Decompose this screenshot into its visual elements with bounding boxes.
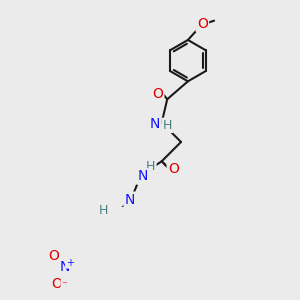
Text: +: + <box>66 258 74 268</box>
Text: N: N <box>150 117 160 131</box>
Text: H: H <box>146 160 155 173</box>
Text: N: N <box>125 193 135 207</box>
Text: O: O <box>168 163 179 176</box>
Text: ⁻: ⁻ <box>61 280 68 290</box>
Text: H: H <box>163 119 172 132</box>
Text: O: O <box>197 17 208 31</box>
Text: N: N <box>60 260 70 274</box>
Text: O: O <box>52 277 62 291</box>
Text: O: O <box>152 87 163 101</box>
Text: H: H <box>99 204 109 218</box>
Text: O: O <box>48 249 59 263</box>
Text: N: N <box>137 169 148 183</box>
